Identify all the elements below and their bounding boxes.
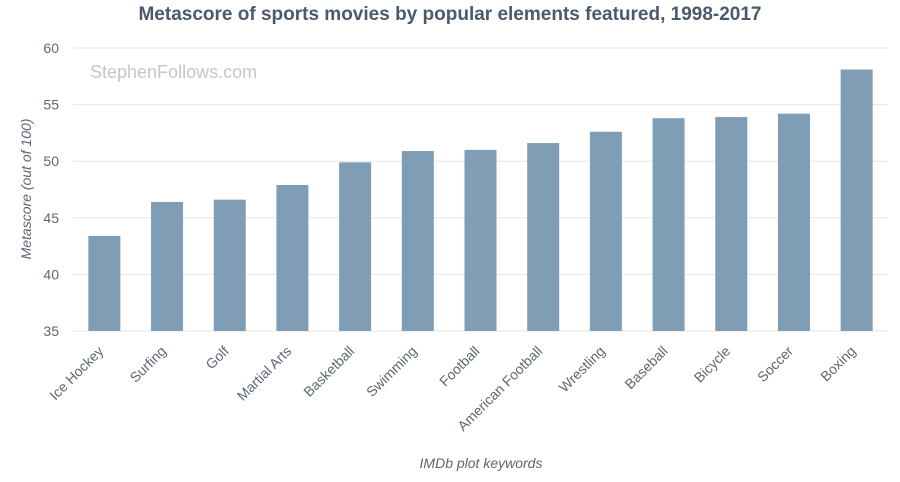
x-tick-label: Basketball <box>300 343 357 400</box>
x-tick-label: Boxing <box>817 343 859 385</box>
x-tick-label: Bicycle <box>691 343 734 386</box>
bar-surfing <box>151 201 184 331</box>
x-tick-label: Wrestling <box>556 343 608 395</box>
x-axis-label: IMDb plot keywords <box>420 455 543 471</box>
bars <box>88 69 873 332</box>
chart-title: Metascore of sports movies by popular el… <box>138 4 762 25</box>
bar-ice-hockey <box>88 235 121 331</box>
bar-american-football <box>527 143 560 331</box>
bar-basketball <box>339 162 372 331</box>
bar-wrestling <box>589 131 622 331</box>
y-axis-ticks: 35 40 45 50 55 60 <box>43 40 59 339</box>
bar-swimming <box>401 151 434 331</box>
y-tick-label: 60 <box>43 40 59 56</box>
x-tick-label: Football <box>436 343 483 390</box>
x-tick-label: Ice Hockey <box>46 343 106 403</box>
y-tick-label: 50 <box>43 153 59 169</box>
x-tick-label: Martial Arts <box>234 343 295 404</box>
y-axis-label: Metascore (out of 100) <box>18 119 34 260</box>
x-tick-label: Surfing <box>126 343 169 386</box>
x-tick-label: Baseball <box>621 343 670 392</box>
bar-football <box>464 149 497 331</box>
bar-golf <box>213 199 246 331</box>
bar-soccer <box>777 113 810 331</box>
bar-baseball <box>652 118 685 332</box>
bar-boxing <box>840 69 873 332</box>
bar-martial-arts <box>276 184 309 331</box>
y-tick-label: 40 <box>43 266 59 282</box>
y-tick-label: 55 <box>43 97 59 113</box>
x-axis-ticks: Ice Hockey Surfing Golf Martial Arts Basketb… <box>46 343 859 434</box>
y-tick-label: 35 <box>43 323 59 339</box>
x-tick-label: Soccer <box>754 343 796 385</box>
bar-bicycle <box>715 117 748 331</box>
x-tick-label: Swimming <box>363 343 420 400</box>
x-tick-label: Golf <box>202 343 232 373</box>
y-tick-label: 45 <box>43 210 59 226</box>
watermark-text: StephenFollows.com <box>90 62 257 82</box>
